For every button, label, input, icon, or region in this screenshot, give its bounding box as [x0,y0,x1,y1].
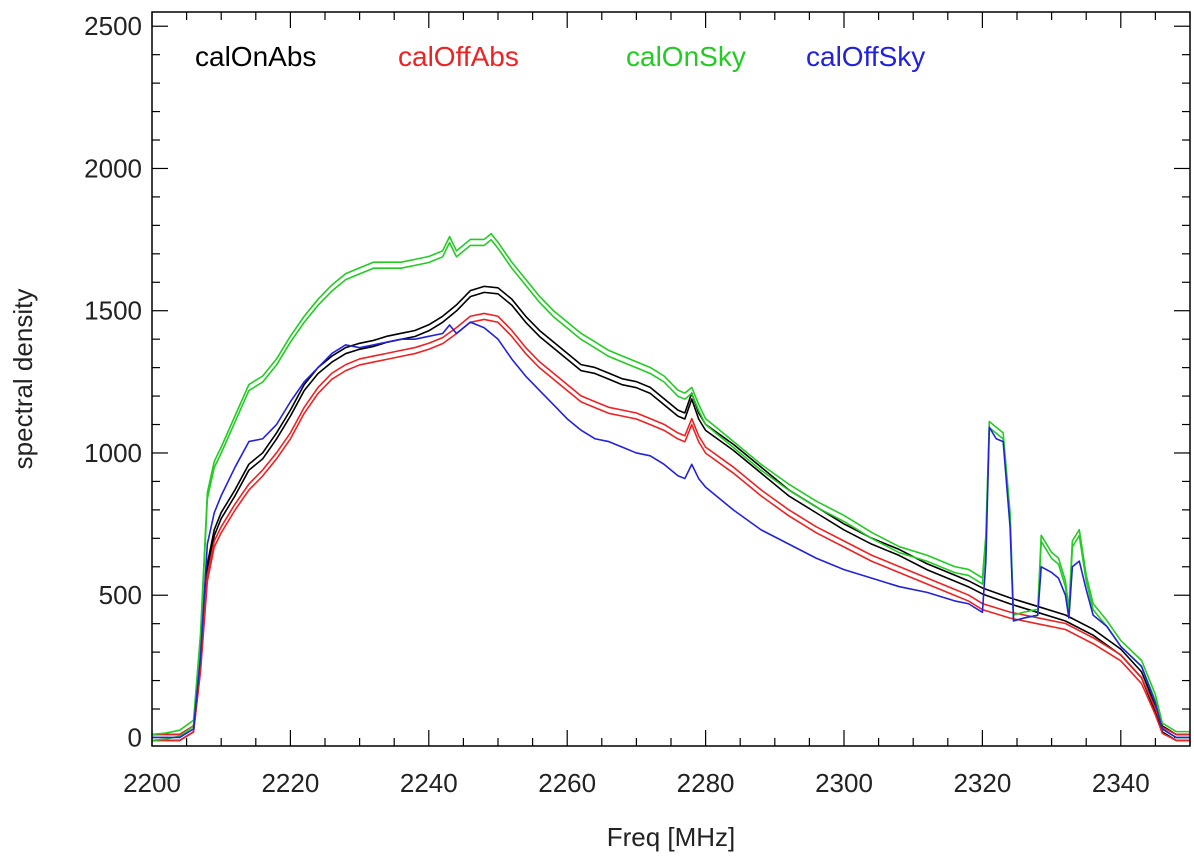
x-tick-label: 2300 [815,768,873,798]
legend-entry-calOffAbs: calOffAbs [398,41,519,72]
x-tick-label: 2200 [123,768,181,798]
x-tick-label: 2260 [538,768,596,798]
x-tick-label: 2220 [261,768,319,798]
y-tick-label: 1000 [84,438,142,468]
series-line-calOnAbs [152,291,1190,742]
series-line-calOnSky [152,232,1190,736]
y-tick-label: 2500 [84,11,142,41]
series-line-calOffSky [152,321,1190,739]
series-layer [152,232,1190,742]
legend-entry-calOnSky: calOnSky [626,41,746,72]
tick-labels: 2200 2220 2240 2260 2280 2300 2320 2340 0 500 1000… [84,11,1150,798]
y-tick-label: 500 [99,580,142,610]
series-line-calOffAbs [152,318,1190,742]
legend: calOnAbs calOffAbs calOnSky calOffSky [195,41,925,72]
x-tick-label: 2320 [953,768,1011,798]
x-tick-label: 2280 [677,768,735,798]
x-tick-label: 2240 [400,768,458,798]
x-axis-title: Freq [MHz] [607,822,736,852]
y-tick-label: 2000 [84,153,142,183]
y-tick-label: 0 [128,722,142,752]
series-line-calOnSky [152,238,1190,742]
x-tick-label: 2340 [1092,768,1150,798]
series-line-calOnAbs [152,285,1190,736]
plot-frame [151,11,1191,747]
series-line-calOffAbs [152,312,1190,736]
y-tick-label: 1500 [84,296,142,326]
legend-entry-calOffSky: calOffSky [806,41,925,72]
legend-entry-calOnAbs: calOnAbs [195,41,316,72]
y-axis-title: spectral density [8,289,38,470]
